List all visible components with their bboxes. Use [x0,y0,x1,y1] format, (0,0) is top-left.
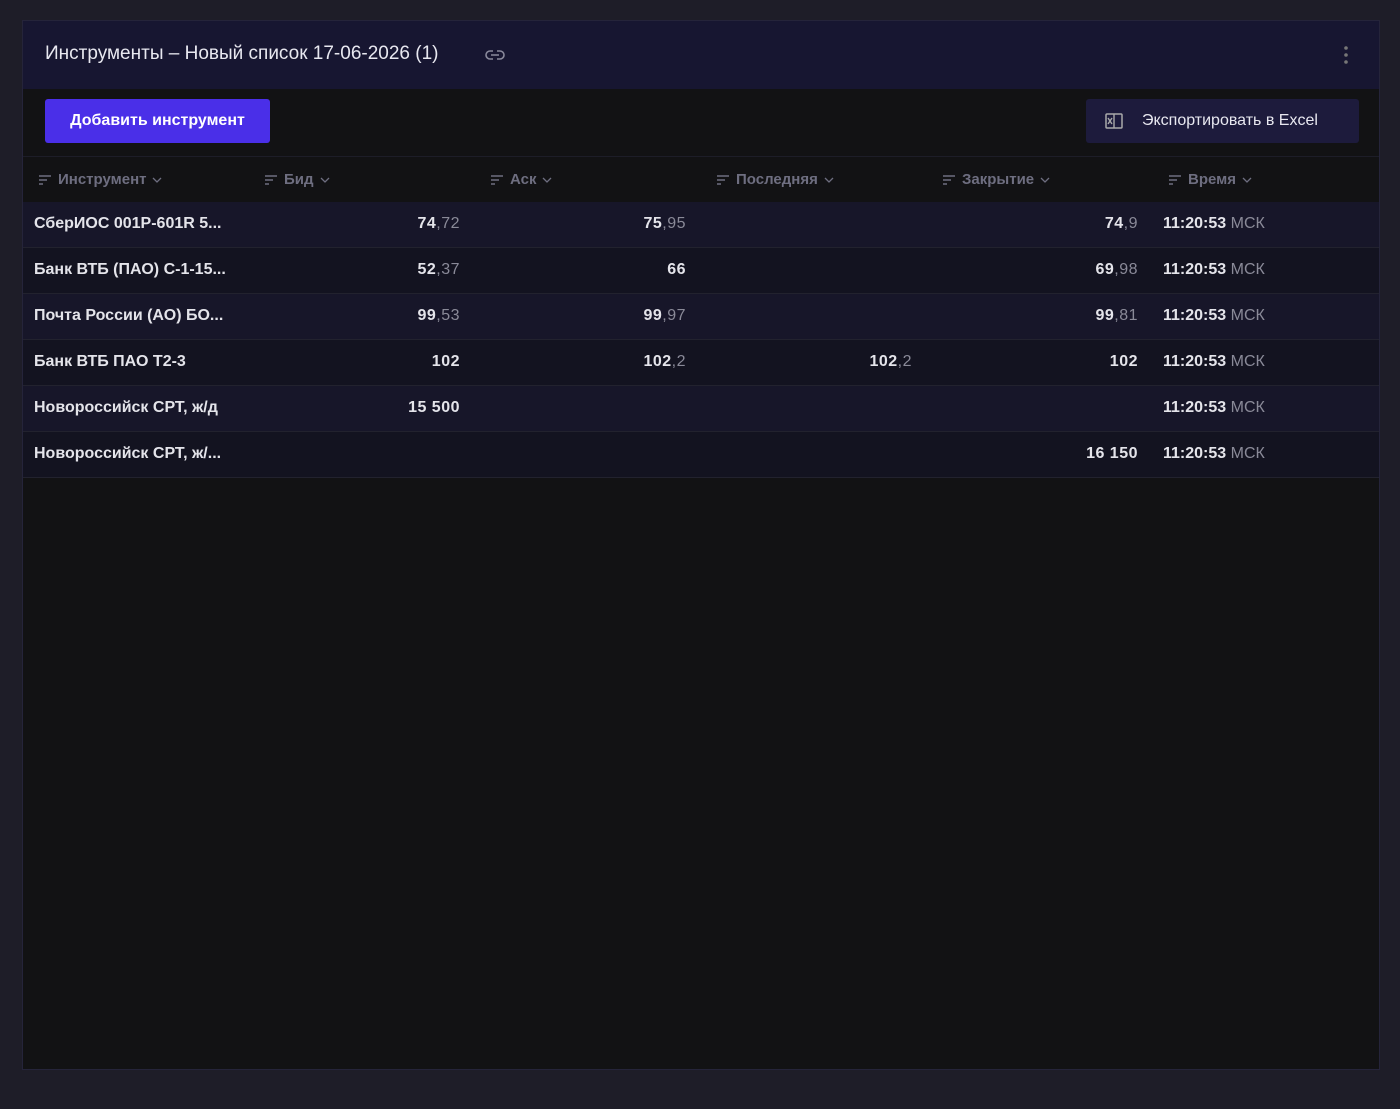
export-label: Экспортировать в Excel [1142,112,1318,129]
time-zone: МСК [1230,261,1265,278]
price-int: 66 [667,261,686,278]
instrument-name: Банк ВТБ (ПАО) С-1-15... [34,261,226,278]
price-cell: 69,98 [1095,261,1138,279]
table-row[interactable]: Банк ВТБ ПАО Т2-3 102 102,2 102,2 102 11:20:5… [23,340,1379,386]
instrument-name: Новороссийск СРТ, ж/... [34,445,222,462]
add-button[interactable]: Добавить инструмент [45,99,270,143]
time-cell: 11:20:53 МСК [1163,307,1265,325]
column-label: Время [1188,171,1236,188]
menu-icon[interactable] [1343,45,1349,65]
price-frac: ,2 [671,353,686,370]
price-int: 69 [1095,261,1115,278]
column-label: Инструмент [58,171,147,188]
price-cell: 102,2 [869,353,912,371]
time-clock: 11:20:53 [1163,399,1227,416]
panel-header: Инструменты – Новый список 17-06-2026 (1… [23,21,1379,89]
time-cell: 11:20:53 МСК [1163,445,1265,463]
price-cell: 15 500 [408,399,460,417]
instrument-name: СберИОС 001P-601R 5... [34,215,222,232]
table-row[interactable]: СберИОС 001P-601R 5... 74,72 75,95 74,9 11:2… [23,202,1379,248]
price-int: 99 [643,307,663,324]
table-row[interactable]: Новороссийск СРТ, ж/... 16 150 11:20:53 МС… [23,432,1379,478]
time-clock: 11:20:53 [1163,307,1227,324]
price-cell: 75,95 [643,215,686,233]
price-cell: 66 [667,261,686,279]
price-int: 99 [1095,307,1115,324]
time-zone: МСК [1230,215,1265,232]
price-frac: ,2 [897,353,912,370]
price-frac: ,81 [1114,307,1138,324]
column-header[interactable]: Закрытие [942,171,1050,188]
instrument-name: Новороссийск СРТ, ж/д [34,399,218,416]
column-label: Бид [284,171,314,188]
price-int: 15 500 [408,399,460,416]
table-row[interactable]: Банк ВТБ (ПАО) С-1-15... 52,37 66 69,98 11:2… [23,248,1379,294]
price-cell: 74,9 [1105,215,1138,233]
price-frac: ,37 [436,261,460,278]
time-zone: МСК [1230,307,1265,324]
link-icon[interactable] [485,45,505,65]
export-button[interactable]: Экспортировать в Excel [1086,99,1359,143]
price-cell: 74,72 [417,215,460,233]
column-header[interactable]: Время [1168,171,1252,188]
time-clock: 11:20:53 [1163,215,1227,232]
time-clock: 11:20:53 [1163,445,1227,462]
price-frac: ,9 [1123,215,1138,232]
column-label: Аск [510,171,537,188]
time-cell: 11:20:53 МСК [1163,399,1265,417]
time-zone: МСК [1230,445,1265,462]
price-frac: ,97 [662,307,686,324]
price-frac: ,95 [662,215,686,232]
price-cell: 99,53 [417,307,460,325]
column-header[interactable]: Инструмент [38,171,162,188]
price-cell: 102,2 [643,353,686,371]
instrument-name: Банк ВТБ ПАО Т2-3 [34,353,186,370]
price-int: 75 [643,215,663,232]
time-cell: 11:20:53 МСК [1163,261,1265,279]
price-int: 52 [417,261,437,278]
time-cell: 11:20:53 МСК [1163,215,1265,233]
table-row[interactable]: Почта России (АО) БО... 99,53 99,97 99,81 11… [23,294,1379,340]
price-cell: 99,97 [643,307,686,325]
column-header[interactable]: Последняя [716,171,834,188]
price-cell: 16 150 [1086,445,1138,463]
price-int: 102 [1109,353,1138,370]
panel-title: Инструменты – Новый список 17-06-2026 (1… [45,43,439,64]
panel: Инструменты – Новый список 17-06-2026 (1… [22,20,1380,1070]
price-frac: ,53 [436,307,460,324]
price-int: 16 150 [1086,445,1138,462]
price-cell: 52,37 [417,261,460,279]
time-zone: МСК [1230,353,1265,370]
price-cell: 102 [1110,353,1138,371]
price-int: 74 [1104,215,1124,232]
column-header[interactable]: Аск [490,171,552,188]
price-cell: 99,81 [1095,307,1138,325]
price-int: 102 [869,353,898,370]
price-int: 102 [431,353,460,370]
price-frac: ,98 [1114,261,1138,278]
time-cell: 11:20:53 МСК [1163,353,1265,371]
column-label: Закрытие [962,171,1035,188]
time-clock: 11:20:53 [1163,353,1227,370]
instrument-name: Почта России (АО) БО... [34,307,224,324]
price-frac: ,72 [436,215,460,232]
time-clock: 11:20:53 [1163,261,1227,278]
column-label: Последняя [736,171,818,188]
table-row[interactable]: Новороссийск СРТ, ж/д 15 500 11:20:53 МСК [23,386,1379,432]
column-header[interactable]: Бид [264,171,330,188]
table-header: Инструмент Бид Аск Последняя Закрытие Время [23,156,1379,203]
price-int: 99 [417,307,437,324]
price-int: 102 [643,353,672,370]
price-int: 74 [417,215,437,232]
price-cell: 102 [432,353,460,371]
time-zone: МСК [1230,399,1265,416]
excel-icon [1105,113,1123,129]
